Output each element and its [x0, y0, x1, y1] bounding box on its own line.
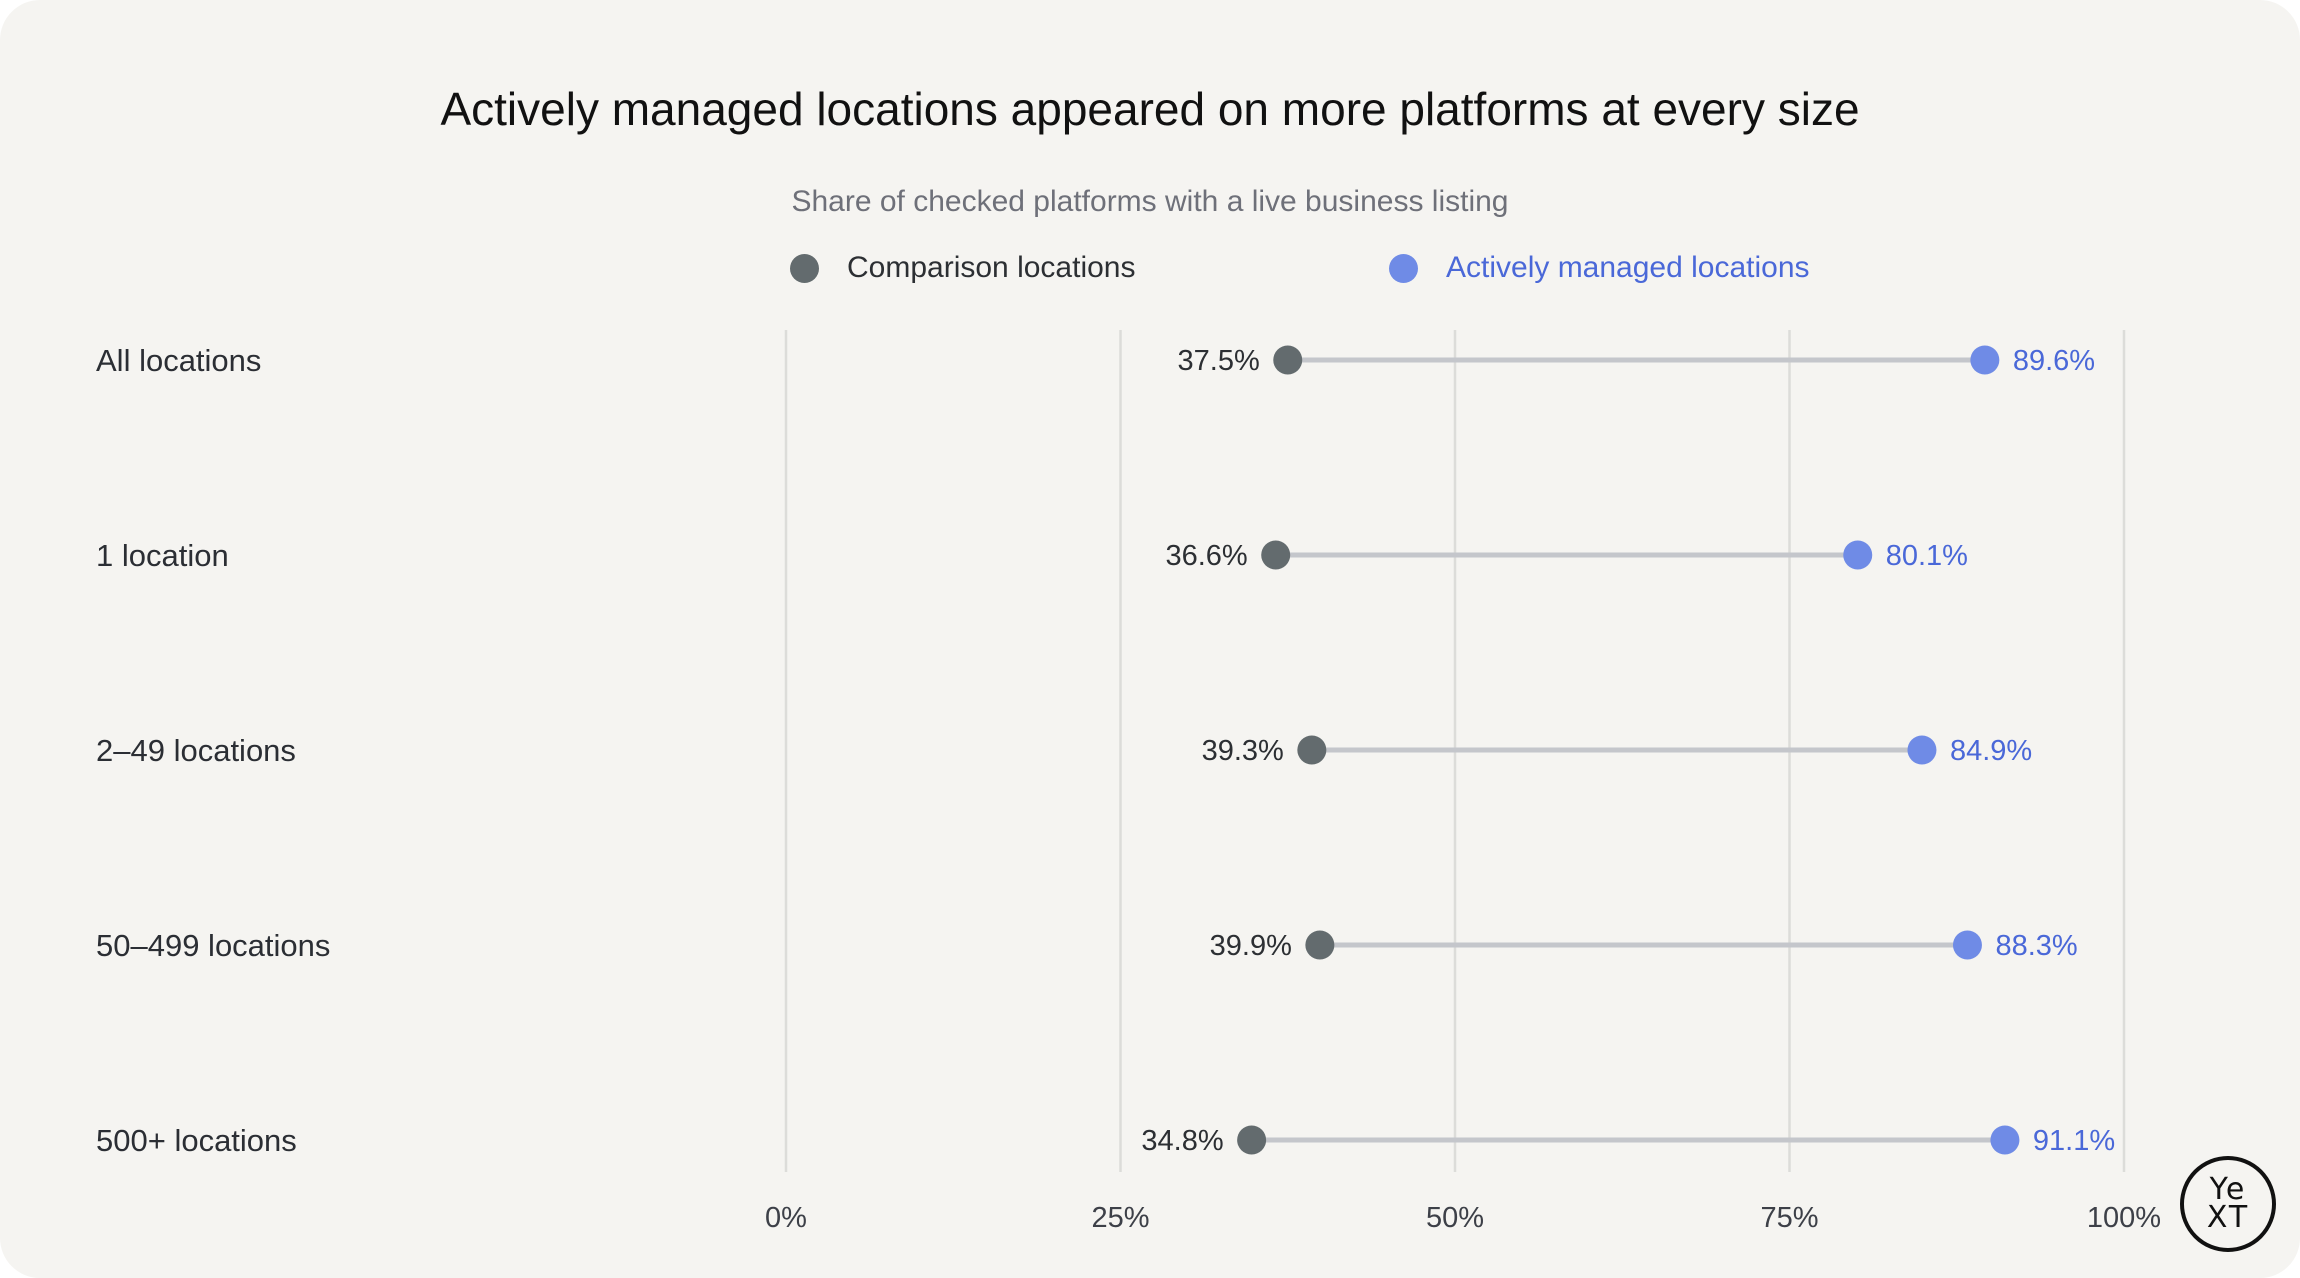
category-label: All locations	[96, 343, 261, 378]
category-label: 1 location	[96, 538, 229, 573]
legend-marker-managed	[1389, 253, 1418, 283]
yext-logo: Ye XT	[2180, 1156, 2276, 1252]
managed-value-label: 89.6%	[2013, 345, 2095, 377]
category-label: 50–499 locations	[96, 928, 330, 963]
comparison-point	[1273, 345, 1303, 375]
comparison-value-label: 39.3%	[1202, 735, 1284, 767]
logo-text-top: Ye	[2209, 1172, 2247, 1207]
x-tick-label: 25%	[1091, 1202, 1149, 1234]
x-tick-label: 0%	[765, 1202, 807, 1234]
legend-label-managed: Actively managed locations	[1446, 251, 1810, 284]
comparison-point	[1237, 1125, 1267, 1155]
legend-marker-comparison	[790, 253, 819, 283]
managed-value-label: 91.1%	[2033, 1125, 2115, 1157]
logo-text-bottom: XT	[2206, 1200, 2250, 1235]
x-tick-label: 50%	[1426, 1202, 1484, 1234]
comparison-value-label: 39.9%	[1210, 930, 1292, 962]
x-tick-label: 75%	[1760, 1202, 1818, 1234]
comparison-value-label: 36.6%	[1165, 540, 1247, 572]
managed-value-label: 88.3%	[1995, 930, 2077, 962]
legend-item-managed: Actively managed locations	[1389, 246, 1810, 290]
chart-title: Actively managed locations appeared on m…	[440, 83, 1860, 135]
comparison-point	[1261, 540, 1291, 570]
x-tick-label: 100%	[2087, 1202, 2161, 1234]
legend-label-comparison: Comparison locations	[847, 251, 1136, 284]
managed-value-label: 80.1%	[1886, 540, 1968, 572]
managed-value-label: 84.9%	[1950, 735, 2032, 767]
comparison-point	[1297, 735, 1327, 765]
comparison-value-label: 34.8%	[1141, 1125, 1223, 1157]
comparison-value-label: 37.5%	[1178, 345, 1260, 377]
comparison-point	[1305, 930, 1335, 960]
managed-point	[1952, 930, 1982, 960]
category-label: 2–49 locations	[96, 733, 296, 768]
chart-subtitle: Share of checked platforms with a live b…	[791, 185, 1509, 218]
legend-item-comparison: Comparison locations	[790, 246, 1135, 290]
category-label: 500+ locations	[96, 1123, 297, 1158]
managed-point	[1990, 1125, 2020, 1155]
managed-point	[1907, 735, 1937, 765]
managed-point	[1843, 540, 1873, 570]
managed-point	[1970, 345, 2000, 375]
